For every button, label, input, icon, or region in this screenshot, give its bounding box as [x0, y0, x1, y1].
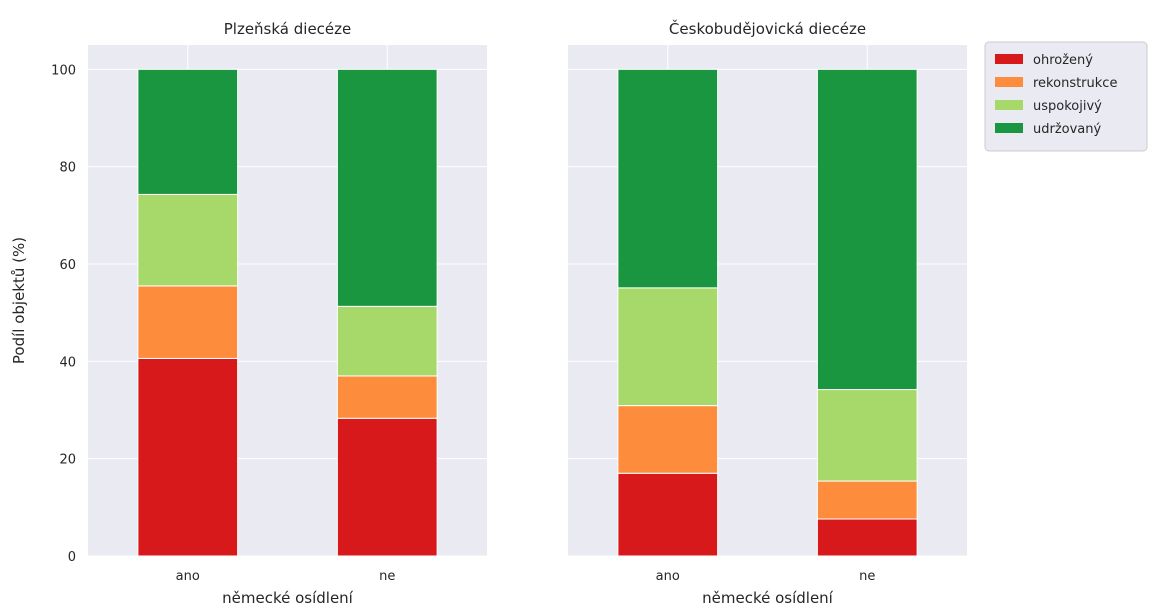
chart-title: Českobudějovická diecéze: [669, 19, 866, 38]
bar-ano-rekonstrukce: [617, 405, 719, 474]
legend-swatch: [995, 77, 1023, 87]
y-tick-label: 60: [59, 258, 76, 273]
bar-ano-rekonstrukce: [137, 285, 239, 359]
legend-entry: ohrožený: [1033, 53, 1093, 68]
bar-ne-udržovaný: [336, 68, 438, 307]
x-tick-label: ne: [859, 569, 875, 584]
bar-ano-ohrožený: [617, 472, 719, 557]
x-tick-label: ano: [176, 569, 200, 584]
y-tick-label: 20: [59, 453, 76, 468]
chart-panel-2: ano ne Českobudějovická diecéze německé osí…: [568, 19, 967, 607]
bar-ne-uspokojivý: [336, 305, 438, 377]
legend-frame: [984, 41, 1148, 152]
bar-ano-udržovaný: [137, 68, 239, 195]
chart-title: Plzeňská diecéze: [224, 20, 352, 38]
x-axis-label: německé osídlení: [222, 589, 354, 607]
bar-ano-uspokojivý: [617, 287, 719, 407]
x-tick-label: ne: [379, 569, 395, 584]
bar-ne-udržovaný: [816, 68, 918, 391]
legend-swatch: [995, 54, 1023, 64]
y-tick-label: 80: [59, 161, 76, 176]
legend-swatch: [995, 100, 1023, 110]
bar-ano-udržovaný: [617, 68, 719, 289]
bar-ne-rekonstrukce: [336, 375, 438, 419]
bar-ano-uspokojivý: [137, 193, 239, 287]
bar-ne-uspokojivý: [816, 389, 918, 482]
bar-ne-ohrožený: [816, 518, 918, 557]
bar-ne-rekonstrukce: [816, 480, 918, 520]
chart-panels: ano ne 0 20 40 60 80 100 Plzeňská diecéze německé…: [10, 19, 967, 607]
legend-swatch: [995, 123, 1023, 133]
y-tick-label: 0: [68, 550, 76, 565]
x-axis-label: německé osídlení: [702, 589, 834, 607]
chart-panel-1: ano ne 0 20 40 60 80 100 Plzeňská diecéze německé…: [10, 20, 487, 607]
bar-ne-ohrožený: [336, 417, 438, 557]
x-tick-label: ano: [656, 569, 680, 584]
legend-entry: rekonstrukce: [1033, 76, 1117, 91]
legend-entry: uspokojivý: [1033, 99, 1102, 114]
bar-ano-ohrožený: [137, 357, 239, 557]
legend-entry: udržovaný: [1033, 122, 1102, 137]
y-tick-label: 40: [59, 355, 76, 370]
y-axis-label: Podíl objektů (%): [10, 237, 28, 364]
y-tick-label: 100: [51, 63, 76, 78]
legend: ohrožený rekonstrukce uspokojivý udržovaný: [984, 41, 1148, 152]
